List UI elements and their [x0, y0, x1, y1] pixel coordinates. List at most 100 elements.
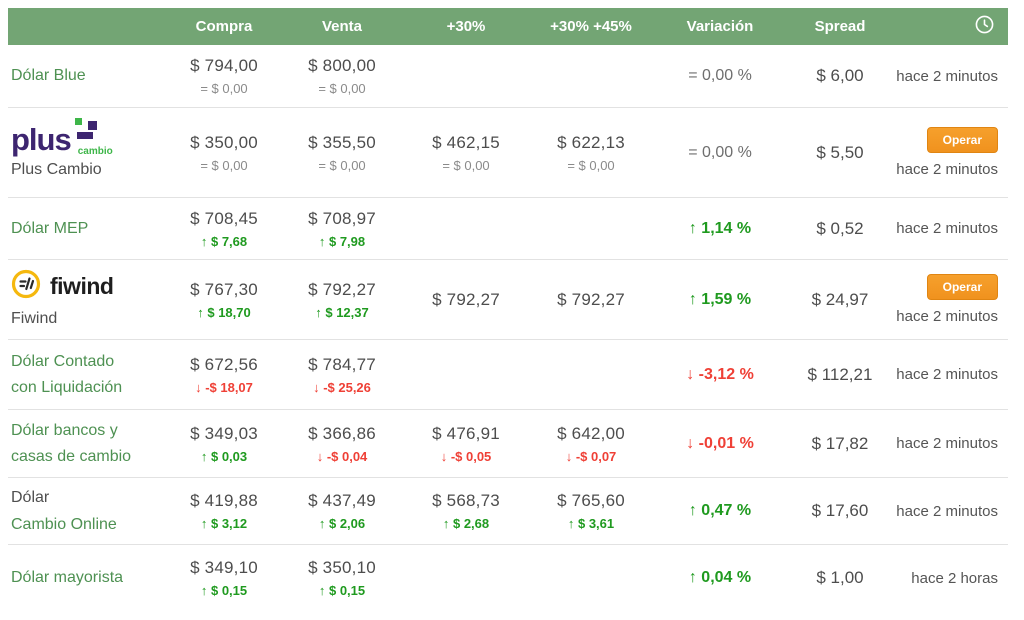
variacion-value: = 0,00 %	[688, 143, 752, 161]
column-header-spread: Spread	[814, 18, 866, 35]
venta-change: = $ 0,00	[318, 81, 366, 96]
spread-cell: $ 17,82	[786, 434, 894, 454]
venta-change: ↓ -$ 0,04	[316, 448, 368, 464]
table-row: Dólar MEP $ 708,45 ↑ $ 7,68 $ 708,97 ↑ $…	[8, 198, 1008, 260]
rate-name-bancos-line2[interactable]: casas de cambio	[11, 448, 132, 465]
compra-cell: $ 767,30 ↑ $ 18,70	[168, 280, 280, 320]
updated-cell: hace 2 minutos	[894, 68, 1008, 85]
compra-cell: $ 349,03 ↑ $ 0,03	[168, 424, 280, 464]
variacion-cell: ↑ 0,47 %	[654, 502, 786, 520]
updated-cell: hace 2 minutos	[894, 435, 1008, 452]
updated-cell: hace 2 minutos	[894, 503, 1008, 520]
variacion-value: ↑ 1,59 %	[688, 290, 752, 308]
venta-value: $ 350,10	[308, 558, 376, 577]
table-row: Dólar Cambio Online $ 419,88 ↑ $ 3,12 $ …	[8, 478, 1008, 545]
venta-change: ↑ $ 12,37	[315, 304, 369, 320]
rate-name-cambio-online-line1[interactable]: Dólar	[11, 489, 50, 507]
fiwind-logo-word: fiwind	[50, 272, 114, 299]
plus-puzzle-icon	[74, 117, 97, 140]
compra-cell: $ 672,56 ↓ -$ 18,07	[168, 355, 280, 395]
venta-value: $ 792,27	[308, 279, 376, 299]
column-header-plus30-45: +30% +45%	[550, 18, 632, 35]
variacion-cell: ↑ 0,04 %	[654, 569, 786, 587]
venta-change: ↑ $ 7,98	[318, 233, 366, 249]
column-header-variacion: Variación	[686, 18, 754, 35]
compra-change: ↓ -$ 18,07	[195, 379, 253, 395]
rate-name-dolar-mep[interactable]: Dólar MEP	[11, 219, 89, 237]
spread-cell: $ 17,60	[786, 501, 894, 521]
spread-value: $ 5,50	[816, 142, 864, 162]
compra-cell: $ 349,10 ↑ $ 0,15	[168, 558, 280, 598]
operar-button[interactable]: Operar	[926, 274, 998, 300]
variacion-cell: ↓ -0,01 %	[654, 435, 786, 453]
compra-value: $ 350,00	[190, 132, 258, 152]
spread-cell: $ 6,00	[786, 66, 894, 86]
plus30-value: $ 792,27	[432, 289, 500, 309]
spread-value: $ 17,82	[811, 433, 869, 453]
spread-value: $ 24,97	[811, 289, 869, 309]
venta-cell: $ 366,86 ↓ -$ 0,04	[280, 424, 404, 464]
column-header-venta: Venta	[321, 18, 363, 35]
plus30-45-change: ↓ -$ 0,07	[565, 448, 617, 464]
venta-value: $ 784,77	[308, 354, 376, 374]
rate-name-plus-cambio[interactable]: Plus Cambio	[11, 160, 102, 178]
variacion-cell: = 0,00 %	[654, 144, 786, 162]
venta-change: ↓ -$ 25,26	[313, 379, 371, 395]
plus30-cell: $ 476,91 ↓ -$ 0,05	[404, 424, 528, 464]
variacion-value: ↓ -3,12 %	[686, 365, 754, 383]
compra-value: $ 349,10	[190, 558, 258, 577]
spread-cell: $ 24,97	[786, 290, 894, 310]
rate-name-dolar-mayorista[interactable]: Dólar mayorista	[11, 569, 124, 587]
plus30-change: = $ 0,00	[442, 157, 490, 173]
plus30-45-value: $ 792,27	[557, 289, 625, 309]
plus-cambio-logo[interactable]: plus cambio	[11, 117, 113, 156]
clock-icon	[975, 15, 994, 38]
spread-value: $ 1,00	[816, 568, 864, 587]
rate-name-fiwind[interactable]: Fiwind	[11, 309, 58, 327]
variacion-value: ↑ 0,47 %	[688, 502, 752, 519]
variacion-value: ↓ -0,01 %	[686, 434, 754, 452]
rate-name-ccl-line2[interactable]: con Liquidación	[11, 379, 123, 396]
updated-label: hace 2 minutos	[896, 67, 998, 85]
compra-value: $ 767,30	[190, 279, 258, 299]
rate-name-bancos-line1[interactable]: Dólar bancos y	[11, 421, 118, 439]
plus30-value: $ 462,15	[432, 132, 500, 152]
compra-change: ↑ $ 18,70	[197, 304, 251, 320]
plus30-change: ↑ $ 2,68	[442, 516, 490, 531]
updated-cell: Operar hace 2 minutos	[894, 127, 1008, 178]
rate-name-ccl-line1[interactable]: Dólar Contado	[11, 352, 115, 370]
spread-cell: $ 5,50	[786, 143, 894, 163]
spread-cell: $ 112,21	[786, 365, 894, 385]
plus30-change: ↓ -$ 0,05	[440, 448, 492, 464]
compra-value: $ 419,88	[190, 491, 258, 510]
venta-value: $ 355,50	[308, 132, 376, 152]
variacion-value: = 0,00 %	[688, 67, 752, 84]
venta-cell: $ 792,27 ↑ $ 12,37	[280, 280, 404, 320]
updated-cell: hace 2 minutos	[894, 220, 1008, 237]
compra-change: ↑ $ 0,15	[200, 583, 248, 598]
variacion-cell: ↑ 1,14 %	[654, 220, 786, 238]
updated-label: hace 2 minutos	[896, 366, 998, 383]
fiwind-logo[interactable]: fiwind	[11, 269, 114, 304]
table-row: plus cambio Plus Cambio $ 350,00 = $ 0,0…	[8, 108, 1008, 198]
compra-change: = $ 0,00	[200, 157, 248, 173]
table-header: Compra Venta +30% +30% +45% Variación Sp…	[8, 8, 1008, 45]
venta-change: ↑ $ 2,06	[318, 516, 366, 531]
updated-cell: hace 2 minutos	[894, 366, 1008, 383]
operar-button[interactable]: Operar	[926, 127, 998, 153]
table-row: Dólar Blue $ 794,00 = $ 0,00 $ 800,00 = …	[8, 45, 1008, 108]
venta-value: $ 437,49	[308, 491, 376, 510]
plus30-cell: $ 568,73 ↑ $ 2,68	[404, 491, 528, 531]
spread-value: $ 6,00	[816, 66, 864, 85]
variacion-value: ↑ 0,04 %	[688, 569, 752, 586]
venta-cell: $ 708,97 ↑ $ 7,98	[280, 209, 404, 249]
rate-name-dolar-blue[interactable]: Dólar Blue	[11, 67, 86, 85]
spread-cell: $ 1,00	[786, 568, 894, 588]
venta-change: = $ 0,00	[318, 157, 366, 173]
compra-value: $ 708,45	[190, 208, 258, 228]
updated-label: hace 2 minutos	[896, 502, 998, 520]
rate-name-cambio-online-line2[interactable]: Cambio Online	[11, 515, 117, 533]
plus30-45-change: = $ 0,00	[567, 157, 615, 173]
updated-label: hace 2 horas	[911, 569, 998, 587]
compra-cell: $ 794,00 = $ 0,00	[168, 56, 280, 96]
